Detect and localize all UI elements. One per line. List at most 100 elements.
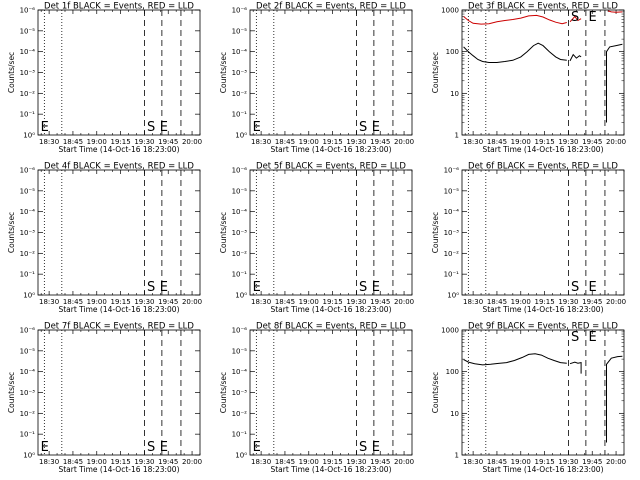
x-axis-label: Start Time (14-Oct-16 18:23:00) (58, 465, 179, 474)
y-tick-label: 1 (455, 132, 459, 140)
y-tick-label: 10⁻⁴ (232, 208, 248, 216)
y-tick-label: 10⁰ (447, 292, 459, 300)
y-axis-label: Counts/sec (7, 372, 16, 413)
x-tick-label: 18:45 (487, 138, 507, 146)
panel-title: Det 1f BLACK = Events, RED = LLD (44, 2, 194, 12)
x-tick-label: 18:30 (463, 298, 483, 306)
x-tick-label: 20:00 (606, 458, 626, 466)
x-tick-label: 19:15 (110, 458, 130, 466)
x-tick-label: 19:30 (558, 138, 578, 146)
x-tick-label: 18:45 (275, 458, 295, 466)
y-tick-label: 10⁻⁵ (444, 187, 460, 195)
y-tick-label: 10⁻⁵ (20, 347, 36, 355)
y-tick-label: 10⁻² (444, 250, 460, 258)
x-tick-label: 19:00 (511, 298, 531, 306)
x-tick-label: 19:00 (299, 298, 319, 306)
x-axis-label: Start Time (14-Oct-16 18:23:00) (58, 145, 179, 154)
plot-frame (461, 329, 625, 456)
x-axis-label: Start Time (14-Oct-16 18:23:00) (270, 465, 391, 474)
series-line (463, 353, 567, 366)
marker-letter: S (147, 120, 155, 135)
y-axis-label: Counts/sec (219, 52, 228, 93)
marker-letter: S (147, 440, 155, 455)
y-axis-label: Counts/sec (219, 372, 228, 413)
y-tick-label: 1 (455, 452, 459, 460)
panel-det-3: Det 3f BLACK = Events, RED = LLD 18:30 18:… (431, 2, 626, 155)
x-tick-label: 19:45 (158, 458, 178, 466)
x-tick-label: 20:00 (394, 138, 414, 146)
panel-title: Det 5f BLACK = Events, RED = LLD (256, 162, 406, 172)
x-tick-label: 18:30 (39, 298, 59, 306)
y-tick-label: 10⁻³ (20, 389, 36, 397)
plot-frame (249, 9, 413, 136)
x-tick-label: 20:00 (182, 138, 202, 146)
y-tick-label: 10⁻⁴ (444, 208, 460, 216)
panel-title: Det 4f BLACK = Events, RED = LLD (44, 162, 194, 172)
y-tick-label: 10⁻² (20, 90, 36, 98)
x-tick-label: 19:45 (582, 138, 602, 146)
x-tick-label: 18:45 (487, 298, 507, 306)
x-tick-label: 19:45 (158, 138, 178, 146)
x-tick-label: 19:30 (346, 298, 366, 306)
x-tick-label: 19:00 (299, 138, 319, 146)
x-tick-label: 20:00 (182, 458, 202, 466)
x-axis-label: Start Time (14-Oct-16 18:23:00) (270, 145, 391, 154)
marker-letter: E (372, 280, 380, 295)
panel-title: Det 8f BLACK = Events, RED = LLD (256, 322, 406, 332)
x-tick-label: 18:30 (251, 138, 271, 146)
x-tick-label: 19:15 (322, 298, 342, 306)
y-tick-label: 10⁻⁶ (20, 327, 36, 335)
y-tick-label: 10⁰ (235, 292, 247, 300)
x-tick-label: 18:45 (63, 138, 83, 146)
marker-letter: E (588, 330, 596, 345)
y-tick-label: 10⁻⁶ (444, 167, 460, 175)
x-tick-label: 19:15 (534, 458, 554, 466)
x-tick-label: 19:00 (299, 458, 319, 466)
x-tick-label: 19:45 (370, 458, 390, 466)
panel-det-4: Det 4f BLACK = Events, RED = LLD 18:30 18:… (7, 162, 202, 315)
marker-letter: E (253, 120, 261, 135)
panel-title: Det 6f BLACK = Events, RED = LLD (468, 162, 618, 172)
y-tick-label: 10⁻⁵ (232, 187, 248, 195)
panel-det-7: Det 7f BLACK = Events, RED = LLD 18:30 18:… (7, 322, 202, 475)
x-tick-label: 18:30 (39, 138, 59, 146)
marker-letter: E (372, 440, 380, 455)
x-tick-label: 19:30 (558, 458, 578, 466)
x-tick-label: 18:45 (275, 138, 295, 146)
panel-det-8: Det 8f BLACK = Events, RED = LLD 18:30 18:… (219, 322, 414, 475)
y-tick-label: 10⁻⁵ (20, 187, 36, 195)
x-tick-label: 19:15 (110, 298, 130, 306)
x-tick-label: 19:45 (370, 138, 390, 146)
marker-letter: E (253, 440, 261, 455)
series-line (463, 14, 567, 25)
y-tick-label: 10⁰ (235, 452, 247, 460)
y-tick-label: 10⁻⁴ (232, 48, 248, 56)
x-tick-label: 20:00 (394, 298, 414, 306)
y-tick-label: 10⁻³ (444, 229, 460, 237)
y-tick-label: 10⁻⁵ (232, 27, 248, 35)
y-axis-label: Counts/sec (431, 212, 440, 253)
x-tick-label: 19:45 (370, 298, 390, 306)
marker-letter: E (41, 120, 49, 135)
marker-letter: E (588, 280, 596, 295)
marker-letter: S (147, 280, 155, 295)
marker-letter: S (359, 440, 367, 455)
y-axis-label: Counts/sec (431, 372, 440, 413)
y-tick-label: 10⁰ (23, 292, 35, 300)
y-axis-label: Counts/sec (7, 52, 16, 93)
marker-letter: S (571, 10, 579, 25)
panel-det-1: Det 1f BLACK = Events, RED = LLD 18:30 18:… (7, 2, 202, 155)
x-tick-label: 19:45 (582, 458, 602, 466)
y-tick-label: 10⁻² (232, 410, 248, 418)
marker-letter: E (160, 280, 168, 295)
x-tick-label: 19:45 (582, 298, 602, 306)
marker-letter: E (160, 120, 168, 135)
y-tick-label: 10⁻⁴ (20, 48, 36, 56)
y-tick-label: 10⁻³ (232, 69, 248, 77)
x-tick-label: 18:45 (63, 458, 83, 466)
y-tick-label: 100 (446, 48, 459, 56)
series-line (463, 42, 567, 63)
x-tick-label: 19:15 (534, 138, 554, 146)
y-tick-label: 10⁻¹ (232, 271, 248, 279)
